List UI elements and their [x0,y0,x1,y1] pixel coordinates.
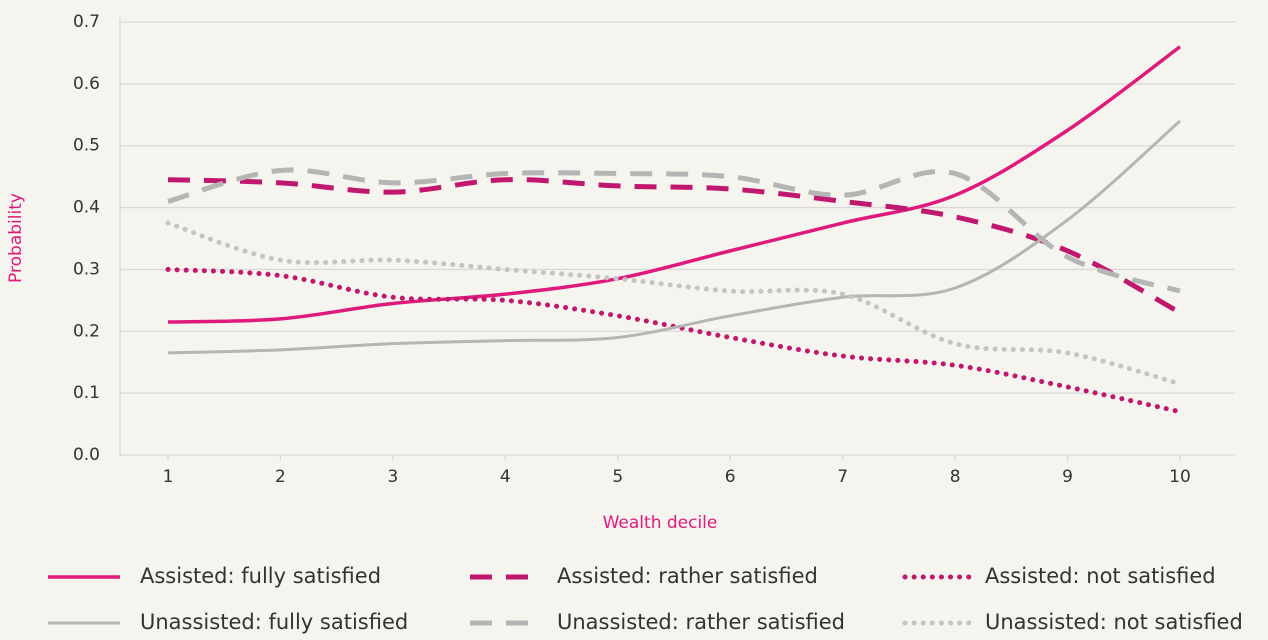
series-line [167,119,1181,355]
x-tick-label: 4 [500,467,511,487]
series-line [165,220,1183,387]
y-tick-label: 0.2 [73,321,100,341]
legend-label: Assisted: fully satisfied [140,564,381,588]
x-tick-label: 2 [275,467,286,487]
x-tick-label: 1 [163,467,174,487]
y-axis-title: Probability [6,193,26,283]
legend-label: Unassisted: rather satisfied [557,610,845,634]
legend-label: Assisted: rather satisfied [557,564,818,588]
x-tick-label: 9 [1062,467,1073,487]
y-tick-label: 0.0 [73,445,100,465]
x-axis-title: Wealth decile [603,513,718,533]
series-line [167,167,1181,294]
x-tick-label: 5 [612,467,623,487]
legend-label: Assisted: not satisfied [985,564,1216,588]
legend-label: Unassisted: fully satisfied [140,610,408,634]
y-tick-label: 0.5 [73,136,100,156]
y-tick-label: 0.1 [73,383,100,403]
x-tick-label: 7 [837,467,848,487]
x-tick-label: 6 [725,467,736,487]
series-line [167,177,1182,315]
legend-label: Unassisted: not satisfied [985,610,1243,634]
x-tick-label: 3 [387,467,398,487]
x-tick-label: 8 [950,467,961,487]
x-tick-label: 10 [1169,467,1191,487]
y-tick-label: 0.6 [73,74,100,94]
series-line [167,45,1182,324]
y-tick-label: 0.3 [73,259,100,279]
y-tick-label: 0.7 [73,12,100,32]
y-tick-label: 0.4 [73,198,100,218]
